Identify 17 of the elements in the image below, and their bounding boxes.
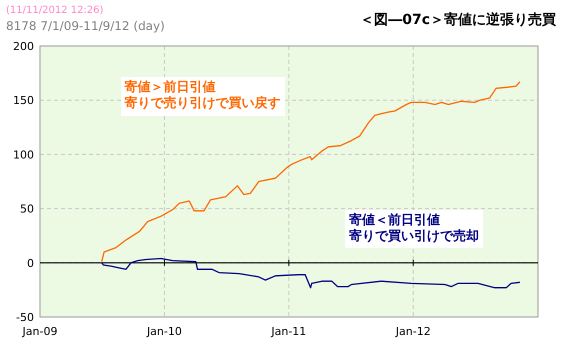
- y-tick-label: -50: [16, 311, 34, 324]
- y-tick-label: 150: [13, 94, 34, 108]
- line-series: [101, 258, 521, 288]
- text: (11/11/2012 12:26): [6, 5, 104, 16]
- text: 寄値＜前日引値寄りで買い引けで売却: [344, 210, 483, 248]
- y-tick-label: 100: [13, 148, 34, 162]
- y-tick-label: 0: [27, 256, 34, 270]
- chart-title: ＜図―07c＞寄値に逆張り売買: [360, 11, 556, 28]
- y-tick-label: 200: [13, 40, 34, 53]
- x-tick-label: Jan-09: [22, 325, 58, 338]
- x-tick-label: Jan-12: [394, 325, 431, 338]
- x-tick-label: Jan-11: [270, 325, 306, 338]
- x-tick-label: Jan-10: [146, 325, 182, 338]
- line-series: [101, 81, 521, 262]
- chart-subtitle: 8178 7/1/09-11/9/12 (day): [6, 19, 165, 33]
- y-tick-label: 50: [20, 202, 34, 216]
- text: 寄値＞前日引値寄りで売り引けで買い戻す: [120, 77, 285, 116]
